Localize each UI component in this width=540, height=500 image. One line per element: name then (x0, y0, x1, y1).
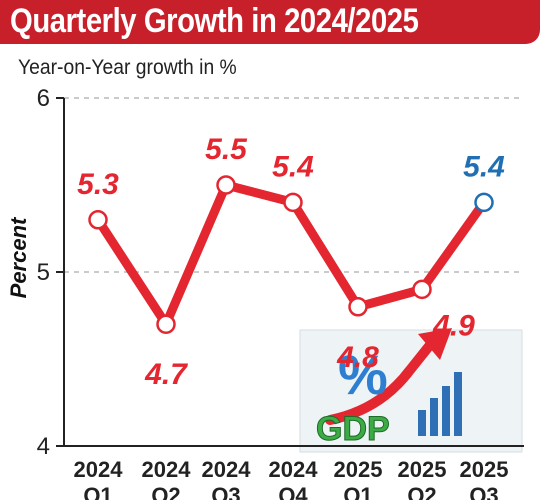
series-group: 5.3 4.7 5.5 5.4 4.8 4.9 5.4 (77, 133, 505, 391)
illustration-bar (418, 410, 426, 436)
data-point (474, 192, 494, 213)
illustration-background (300, 330, 522, 452)
data-label: 4.7 (144, 358, 188, 391)
data-point (156, 314, 176, 334)
y-tick-labels: 4 5 6 (37, 85, 64, 460)
x-tick-label-quarter: Q3 (211, 483, 240, 500)
chart-title: Quarterly Growth in 2024/2025 (10, 2, 419, 40)
data-label: 5.5 (205, 133, 248, 166)
data-label: 5.3 (77, 168, 119, 201)
chart-subtitle: Year-on-Year growth in % (18, 56, 237, 79)
illustration-bar (430, 398, 438, 436)
y-tick-label: 6 (37, 85, 50, 112)
x-tick-label-quarter: Q2 (151, 483, 180, 500)
y-axis-label: Percent (6, 216, 31, 298)
x-tick-label-quarter: Q2 (407, 483, 436, 500)
header-bar: Quarterly Growth in 2024/2025 (0, 0, 540, 44)
y-tick-label: 5 (37, 259, 50, 286)
illustration-border (299, 329, 523, 453)
x-tick-label-year: 2025 (334, 457, 383, 482)
data-point (283, 192, 303, 213)
x-tick-label-quarter: Q3 (469, 483, 498, 500)
x-tick-label-year: 2024 (202, 457, 252, 482)
x-tick-labels: 2024Q12024Q22024Q32024Q42025Q12025Q22025… (74, 457, 509, 500)
x-tick-label-year: 2025 (460, 457, 509, 482)
gdp-icon-text: GDP (316, 410, 390, 448)
x-tick-label-year: 2024 (142, 457, 192, 482)
x-tick-label-quarter: Q1 (343, 483, 372, 500)
data-label: 5.4 (272, 150, 314, 183)
x-tick-label-year: 2025 (398, 457, 447, 482)
data-label: 4.9 (432, 309, 475, 342)
x-tick-label-quarter: Q4 (278, 483, 308, 500)
illustration-bar (442, 386, 450, 436)
data-label: 4.8 (336, 341, 379, 374)
data-point (412, 279, 432, 300)
y-tick-label: 4 (37, 433, 50, 460)
data-label: 5.4 (463, 150, 505, 183)
x-tick-label-year: 2024 (269, 457, 319, 482)
illustration-arrowhead (418, 328, 452, 360)
x-tick-label-quarter: Q1 (83, 483, 112, 500)
x-tick-label-year: 2024 (74, 457, 124, 482)
gdp-illustration: % GDP (299, 328, 523, 453)
data-point (88, 210, 108, 230)
data-point (216, 175, 236, 195)
percent-icon: % (338, 343, 388, 406)
data-point (348, 297, 368, 317)
illustration-bar (454, 372, 462, 436)
illustration-arrow (325, 340, 435, 425)
